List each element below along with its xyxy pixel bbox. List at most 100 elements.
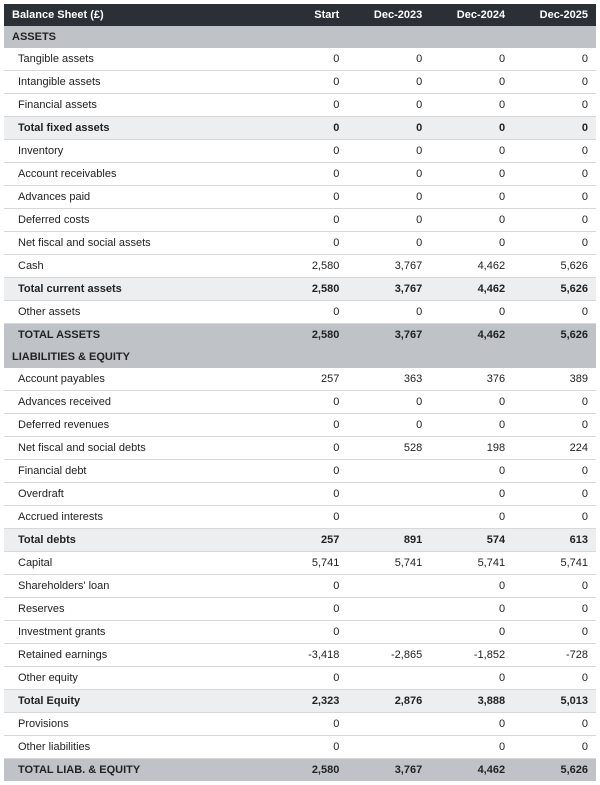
col-header: Start [264,4,347,26]
row-value: 0 [430,736,513,759]
table-row: Deferred revenues0000 [4,414,596,437]
row-value: 5,626 [513,255,596,278]
row-value: 0 [347,301,430,324]
row-value: 0 [430,483,513,506]
row-value: 0 [513,71,596,94]
row-label: Reserves [4,598,264,621]
table-row: Capital5,7415,7415,7415,741 [4,552,596,575]
row-value: 3,888 [430,690,513,713]
row-value: 0 [264,301,347,324]
row-label: Investment grants [4,621,264,644]
row-label: TOTAL ASSETS [4,324,264,347]
row-label: Advances received [4,391,264,414]
row-value: 0 [430,621,513,644]
row-value: 0 [264,621,347,644]
section-header: ASSETS [4,26,596,48]
row-value: 0 [264,506,347,529]
row-value: 0 [430,140,513,163]
row-value: 0 [430,667,513,690]
row-value: 224 [513,437,596,460]
row-label: Deferred revenues [4,414,264,437]
table-row: Reserves000 [4,598,596,621]
row-value: 0 [264,140,347,163]
row-value: 0 [264,713,347,736]
row-value: 198 [430,437,513,460]
row-label: Capital [4,552,264,575]
row-value [347,713,430,736]
row-value: 0 [513,209,596,232]
row-value: 0 [430,163,513,186]
col-header: Dec-2024 [430,4,513,26]
section-header: LIABILITIES & EQUITY [4,346,596,368]
row-value: 0 [513,575,596,598]
row-value: 257 [264,368,347,391]
row-label: Other equity [4,667,264,690]
row-value: 0 [430,94,513,117]
row-value: 0 [264,209,347,232]
row-value: 0 [430,232,513,255]
row-value: 0 [264,575,347,598]
row-label: Net fiscal and social assets [4,232,264,255]
balance-sheet-table: Balance Sheet (£) Start Dec-2023 Dec-202… [4,4,596,781]
row-value: 0 [513,117,596,140]
table-row: Account payables257363376389 [4,368,596,391]
row-value: 4,462 [430,324,513,347]
row-value: 0 [430,71,513,94]
row-label: Other assets [4,301,264,324]
row-value: 0 [264,483,347,506]
row-value: 0 [430,209,513,232]
row-value: 5,626 [513,324,596,347]
row-value [347,736,430,759]
row-value: 891 [347,529,430,552]
row-value: 0 [347,209,430,232]
table-row: Account receivables0000 [4,163,596,186]
table-row: Financial debt000 [4,460,596,483]
row-value: 0 [513,483,596,506]
table-row: Net fiscal and social debts0528198224 [4,437,596,460]
row-label: Total fixed assets [4,117,264,140]
row-label: Net fiscal and social debts [4,437,264,460]
row-value: 2,580 [264,324,347,347]
row-value: -3,418 [264,644,347,667]
table-row: Cash2,5803,7674,4625,626 [4,255,596,278]
row-value: 0 [513,186,596,209]
row-value: -2,865 [347,644,430,667]
row-value: 0 [347,71,430,94]
table-row: TOTAL ASSETS2,5803,7674,4625,626 [4,324,596,347]
col-header: Dec-2023 [347,4,430,26]
row-label: Cash [4,255,264,278]
table-row: Deferred costs0000 [4,209,596,232]
row-value: 257 [264,529,347,552]
row-value: 0 [347,232,430,255]
row-value: 4,462 [430,255,513,278]
row-value [347,598,430,621]
row-value: 0 [347,186,430,209]
row-label: Account receivables [4,163,264,186]
row-value: 0 [513,232,596,255]
row-value: 3,767 [347,324,430,347]
row-label: Intangible assets [4,71,264,94]
row-label: Financial debt [4,460,264,483]
table-row: Tangible assets0000 [4,48,596,71]
row-value: 0 [513,94,596,117]
row-value: 0 [264,460,347,483]
row-label: TOTAL LIAB. & EQUITY [4,759,264,782]
row-value: 0 [430,598,513,621]
row-value [347,483,430,506]
row-label: Provisions [4,713,264,736]
row-value: 0 [347,48,430,71]
row-label: Advances paid [4,186,264,209]
table-row: Other liabilities000 [4,736,596,759]
table-row: Shareholders' loan000 [4,575,596,598]
row-label: Total Equity [4,690,264,713]
row-value: 0 [430,48,513,71]
row-value: 5,626 [513,278,596,301]
row-value: 2,580 [264,759,347,782]
row-label: Deferred costs [4,209,264,232]
table-row: Financial assets0000 [4,94,596,117]
table-row: Retained earnings-3,418-2,865-1,852-728 [4,644,596,667]
row-value: 389 [513,368,596,391]
header-row: Balance Sheet (£) Start Dec-2023 Dec-202… [4,4,596,26]
row-value [347,460,430,483]
row-value: 0 [347,140,430,163]
